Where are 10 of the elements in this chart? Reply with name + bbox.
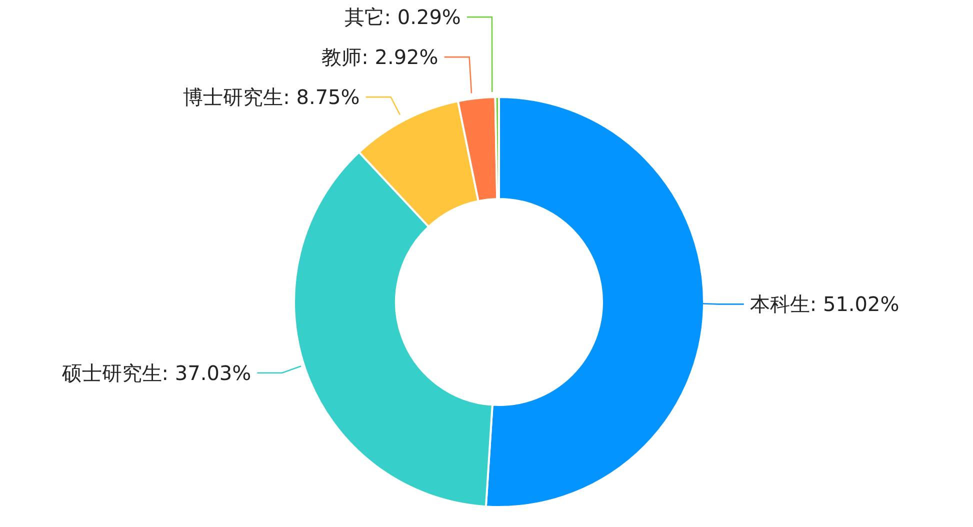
data-label: : 0.29% (384, 5, 461, 30)
data-label: : 51.02% (810, 292, 900, 316)
slice-label: 硕士研究生 (60, 360, 162, 385)
data-label: : 8.75% (283, 85, 360, 110)
slice-label: 博士研究生 (183, 85, 284, 110)
slice-label: 教师 (322, 45, 362, 70)
data-label: : 37.03% (162, 360, 252, 385)
slice-label: 本科生 (750, 292, 810, 316)
slice-label: 其它 (344, 5, 384, 30)
data-label: : 2.92% (362, 45, 438, 70)
